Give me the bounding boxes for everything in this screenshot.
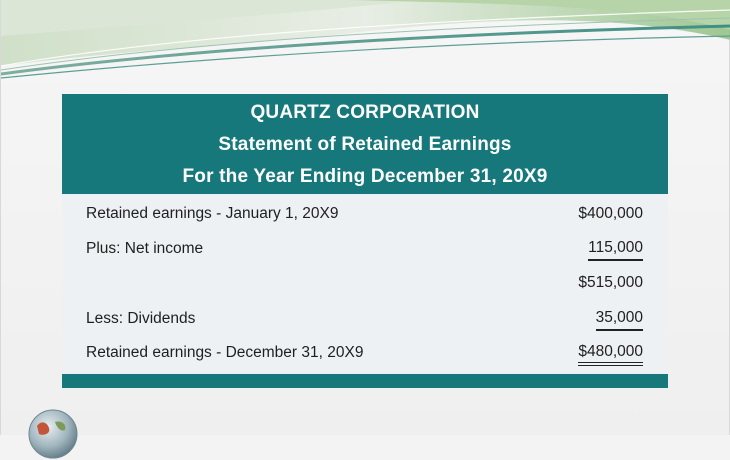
row-amount: $480,000	[578, 341, 643, 366]
table-row: Less: Dividends 35,000	[62, 307, 668, 331]
retained-earnings-statement: QUARTZ CORPORATION Statement of Retained…	[62, 94, 668, 388]
row-label: Retained earnings - December 31, 20X9	[86, 344, 364, 361]
row-amount: $400,000	[578, 205, 643, 222]
table-row: Retained earnings - January 1, 20X9 $400…	[62, 202, 668, 226]
globe-icon	[28, 409, 78, 459]
table-row: Retained earnings - December 31, 20X9 $4…	[62, 341, 668, 366]
row-label: Retained earnings - January 1, 20X9	[86, 205, 339, 222]
row-amount: 115,000	[588, 237, 643, 261]
statement-footer-bar	[62, 374, 668, 388]
statement-period: For the Year Ending December 31, 20X9	[182, 166, 548, 187]
row-label: Plus: Net income	[86, 240, 204, 257]
table-row: $515,000	[62, 271, 668, 295]
row-amount: 35,000	[595, 307, 643, 331]
row-amount: $515,000	[578, 274, 643, 291]
row-label: Less: Dividends	[86, 310, 196, 327]
decorative-wave-banner	[1, 0, 730, 79]
table-row: Plus: Net income 115,000	[62, 237, 668, 261]
company-name: QUARTZ CORPORATION	[250, 102, 480, 123]
statement-header: QUARTZ CORPORATION Statement of Retained…	[62, 94, 668, 194]
statement-title: Statement of Retained Earnings	[218, 134, 512, 155]
